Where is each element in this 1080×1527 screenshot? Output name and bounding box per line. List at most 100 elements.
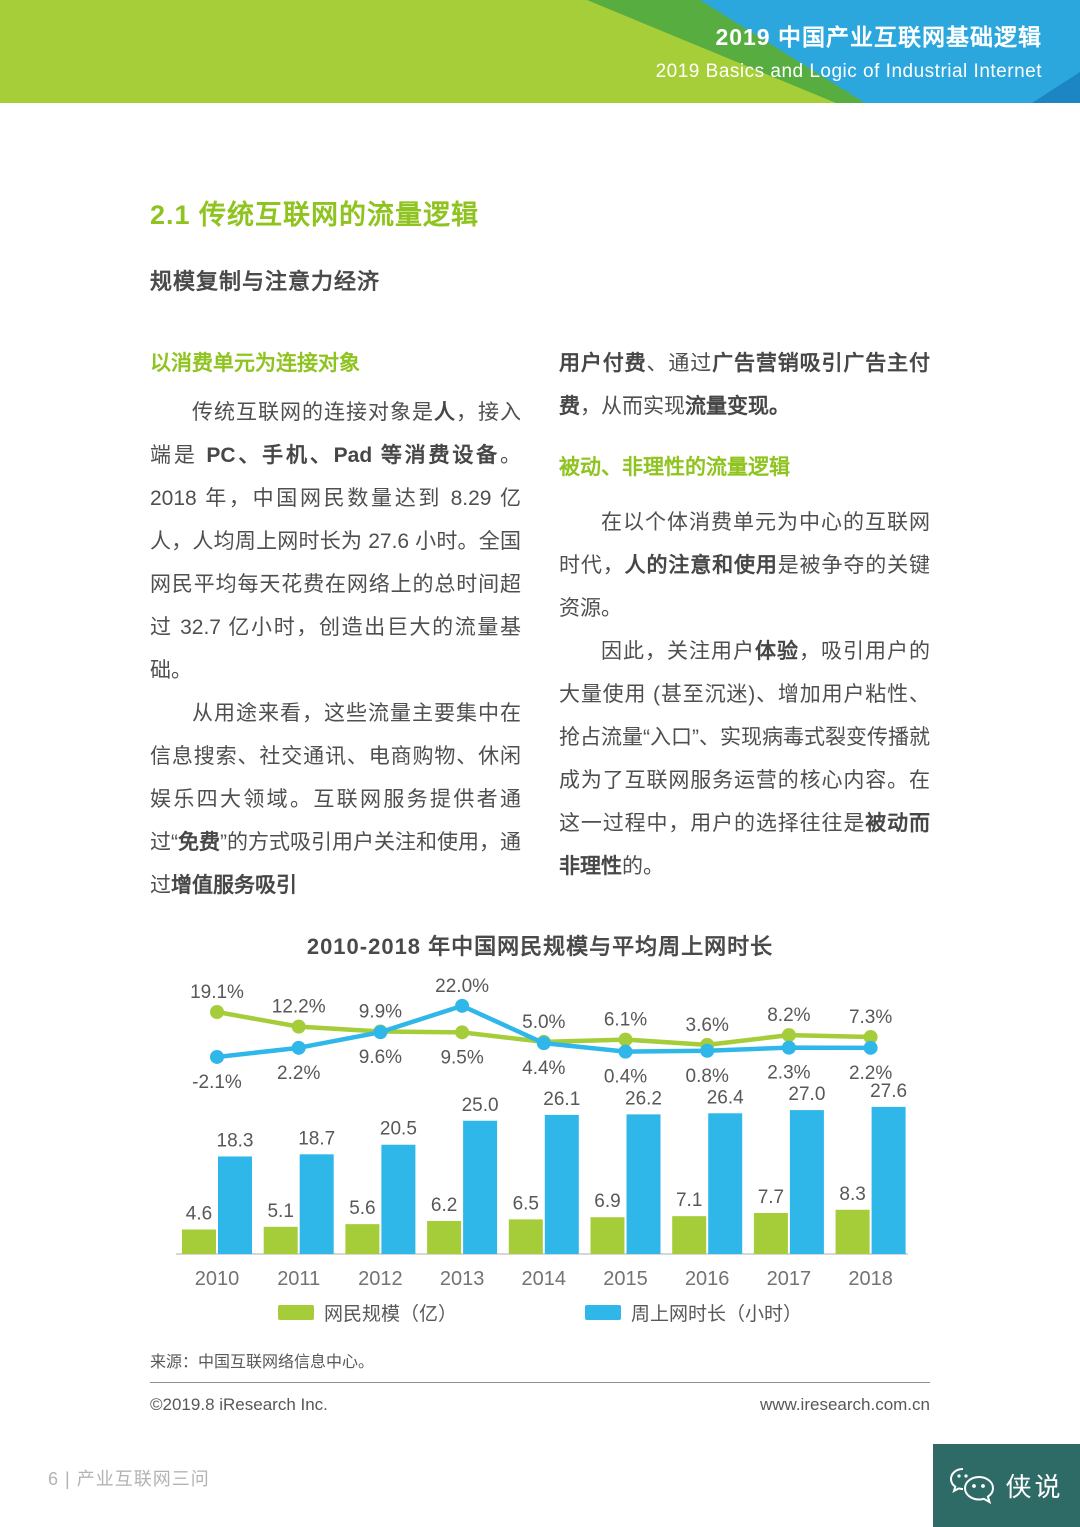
growth-percent-label: 3.6% <box>686 1015 729 1036</box>
growth-percent-label: 0.4% <box>604 1067 647 1088</box>
growth-percent-label: 0.8% <box>686 1066 729 1087</box>
bar-netizen-scale <box>753 1212 788 1254</box>
bar-weekly-hours <box>544 1114 579 1254</box>
line-point <box>700 1043 715 1058</box>
line-point <box>455 998 470 1013</box>
bar-netizen-scale <box>672 1216 707 1254</box>
growth-percent-label: 5.0% <box>522 1012 565 1033</box>
growth-percent-label: 9.6% <box>359 1047 402 1068</box>
page-number-label: 6 | 产业互联网三问 <box>48 1469 210 1489</box>
year-label: 2012 <box>358 1268 403 1290</box>
chart-area: 4.6 5.1 5.6 6.2 6.5 6.9 7.1 7.7 8.3 18.3 18.7 20.5 2… <box>150 967 930 1297</box>
line-point <box>618 1032 633 1047</box>
line-point <box>455 1025 470 1040</box>
growth-percent-label: 9.9% <box>359 1002 402 1023</box>
bar-value-label: 26.1 <box>543 1089 580 1110</box>
bar-value-label: 26.2 <box>625 1088 662 1109</box>
bar-value-label: 6.9 <box>594 1191 620 1212</box>
line-point <box>863 1040 878 1055</box>
line-point <box>291 1019 306 1034</box>
header-banner: 2019 中国产业互联网基础逻辑 2019 Basics and Logic o… <box>0 0 1080 103</box>
bar-value-label: 18.7 <box>298 1128 335 1149</box>
banner-shapes <box>0 0 1080 103</box>
bar-netizen-scale <box>508 1219 543 1254</box>
bar-weekly-hours <box>299 1154 334 1254</box>
year-label: 2013 <box>440 1268 485 1290</box>
bar-value-label: 8.3 <box>839 1184 865 1205</box>
legend-item: 周上网时长（小时） <box>585 1299 802 1326</box>
bar-weekly-hours <box>871 1106 906 1254</box>
report-title-en: 2019 Basics and Logic of Industrial Inte… <box>655 61 1042 82</box>
year-label: 2011 <box>277 1268 320 1290</box>
line-point <box>863 1030 878 1045</box>
bar-netizen-scale <box>835 1209 870 1254</box>
bar-weekly-hours <box>381 1144 416 1254</box>
bar-netizen-scale <box>263 1226 298 1254</box>
growth-percent-label: 2.2% <box>277 1063 320 1084</box>
growth-percent-label: 7.3% <box>849 1007 892 1028</box>
bar-value-label: 25.0 <box>462 1095 499 1116</box>
bar-value-label: 20.5 <box>380 1119 417 1140</box>
chart-legend: 网民规模（亿） 周上网时长（小时） <box>150 1299 930 1326</box>
growth-percent-label: 2.2% <box>849 1063 892 1084</box>
column-subheading: 以消费单元为连接对象 <box>150 352 360 375</box>
bar-value-label: 7.1 <box>676 1190 702 1211</box>
bar-value-label: 18.3 <box>217 1130 254 1151</box>
growth-percent-label: 22.0% <box>435 976 489 997</box>
body-columns: 以消费单元为连接对象传统互联网的连接对象是人，接入端是 PC、手机、Pad 等消… <box>150 342 930 907</box>
chart-title: 2010-2018 年中国网民规模与平均周上网时长 <box>306 934 774 959</box>
year-label: 2016 <box>685 1268 730 1290</box>
body-paragraph: 用户付费、通过广告营销吸引广告主付费，从而实现流量变现。 <box>559 352 930 418</box>
speech-bubbles-icon <box>950 1467 995 1504</box>
netizen-chart-svg: 4.6 5.1 5.6 6.2 6.5 6.9 7.1 7.7 8.3 18.3 18.7 20.5 2… <box>176 976 908 1290</box>
line-point <box>291 1040 306 1055</box>
growth-percent-label: 4.4% <box>522 1058 565 1079</box>
legend-swatch <box>277 1305 314 1320</box>
body-paragraph: 在以个体消费单元为中心的互联网时代，人的注意和使用是被争夺的关键资源。 <box>559 511 930 620</box>
line-point <box>536 1036 551 1051</box>
line-point <box>373 1025 388 1040</box>
body-paragraph: 传统互联网的连接对象是人，接入端是 PC、手机、Pad 等消费设备。2018 年… <box>150 401 521 682</box>
year-label: 2018 <box>848 1268 893 1290</box>
bar-netizen-scale <box>182 1229 216 1254</box>
body-paragraph: 因此，关注用户体验，吸引用户的大量使用 (甚至沉迷)、增加用户粘性、抢占流量“入… <box>559 640 930 878</box>
line-point <box>210 1049 224 1064</box>
growth-percent-label: 6.1% <box>604 1010 647 1031</box>
brand-badge: 侠说 <box>933 1444 1080 1527</box>
line-point <box>210 1005 224 1020</box>
section-title: 2.1 传统互联网的流量逻辑 <box>150 200 480 230</box>
page-content: 2.1 传统互联网的流量逻辑 规模复制与注意力经济 以消费单元为连接对象 传统互联… <box>0 193 1080 1415</box>
bar-weekly-hours <box>789 1110 824 1254</box>
growth-percent-label: 19.1% <box>190 982 244 1003</box>
bar-value-label: 27.0 <box>788 1084 825 1105</box>
source-note: 来源：中国互联网络信息中心。 <box>150 1354 375 1371</box>
bar-value-label: 26.4 <box>707 1087 744 1108</box>
legend-swatch <box>585 1305 621 1320</box>
bar-netizen-scale <box>590 1217 625 1254</box>
line-point <box>781 1040 796 1055</box>
growth-percent-label: -2.1% <box>192 1072 242 1093</box>
legend-label: 周上网时长（小时） <box>631 1304 803 1325</box>
year-label: 2017 <box>767 1268 812 1290</box>
column-subheading: 被动、非理性的流量逻辑 <box>559 456 790 479</box>
growth-percent-label: 8.2% <box>767 1005 810 1026</box>
bar-weekly-hours <box>218 1156 252 1254</box>
body-column-left: 以消费单元为连接对象传统互联网的连接对象是人，接入端是 PC、手机、Pad 等消… <box>150 342 521 907</box>
body-paragraph: 从用途来看，这些流量主要集中在信息搜索、社交通讯、电商购物、休闲娱乐四大领域。互… <box>150 702 521 897</box>
website-text: www.iresearch.com.cn <box>759 1395 930 1414</box>
bar-value-label: 6.2 <box>431 1195 457 1216</box>
line-point <box>618 1044 633 1059</box>
bar-value-label: 7.7 <box>758 1187 784 1208</box>
report-title-zh: 2019 中国产业互联网基础逻辑 <box>715 24 1042 50</box>
year-label: 2015 <box>603 1268 648 1290</box>
bar-value-label: 27.6 <box>870 1081 907 1102</box>
bar-value-label: 4.6 <box>186 1203 212 1224</box>
bar-netizen-scale <box>345 1224 380 1254</box>
line-point <box>781 1028 796 1043</box>
footer-divider <box>150 1382 930 1383</box>
bar-weekly-hours <box>708 1113 743 1254</box>
bar-weekly-hours <box>626 1114 661 1254</box>
bar-weekly-hours <box>463 1120 498 1254</box>
legend-item: 网民规模（亿） <box>277 1299 457 1326</box>
bar-netizen-scale <box>427 1220 462 1254</box>
